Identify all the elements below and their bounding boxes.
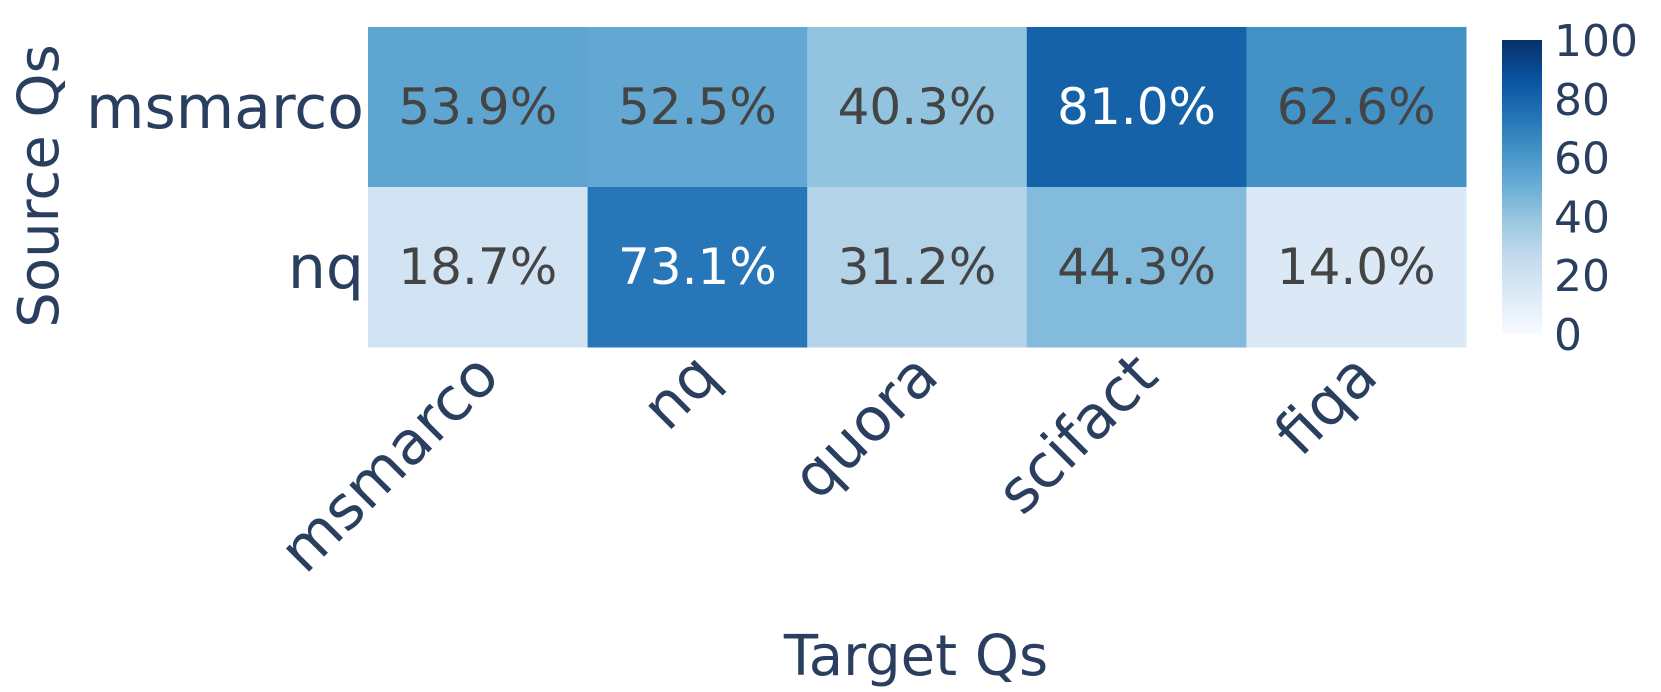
colorbar-tick-label: 40: [1554, 192, 1610, 243]
heatmap-cell-label: 52.5%: [618, 78, 777, 136]
x-tick-label: scifact: [984, 340, 1172, 528]
heatmap-cell-label: 14.0%: [1277, 238, 1436, 296]
y-axis-tick-labels: msmarco nq: [86, 73, 364, 303]
heatmap-cell-label: 40.3%: [838, 78, 997, 136]
colorbar-tick-label: 100: [1554, 16, 1638, 67]
heatmap-cell-label: 53.9%: [398, 78, 557, 136]
colorbar-tick-label: 0: [1554, 310, 1582, 361]
heatmap-cell-label: 18.7%: [398, 238, 557, 296]
heatmap-cell-label: 81.0%: [1057, 78, 1216, 136]
heatmap-cell-label: 44.3%: [1057, 238, 1216, 296]
heatmap-cell-label: 31.2%: [838, 238, 997, 296]
y-tick-label: nq: [288, 233, 364, 303]
colorbar: [1502, 40, 1542, 334]
x-tick-label: fiqa: [1262, 340, 1391, 469]
heatmap-cells: [368, 27, 1467, 348]
colorbar-tick-label: 80: [1554, 75, 1610, 126]
heatmap-cell: [807, 187, 1028, 348]
x-tick-label: msmarco: [266, 340, 512, 586]
x-tick-label: quora: [779, 340, 952, 513]
heatmap-cell: [368, 27, 589, 188]
heatmap-cell-label: 62.6%: [1277, 78, 1436, 136]
heatmap-cell-labels: 53.9% 52.5% 40.3% 81.0% 62.6% 18.7% 73.1% 31.2%…: [398, 78, 1435, 296]
x-tick-label: nq: [629, 340, 732, 443]
heatmap-cell: [1246, 187, 1467, 348]
heatmap-cell: [807, 27, 1028, 188]
heatmap-cell: [1026, 187, 1247, 348]
heatmap-cell-label: 73.1%: [618, 238, 777, 296]
heatmap-cell: [587, 27, 808, 188]
heatmap-cell: [1246, 27, 1467, 188]
heatmap-cell: [1026, 27, 1247, 188]
y-tick-label: msmarco: [86, 73, 364, 143]
y-axis-title: Source Qs: [7, 44, 72, 327]
heatmap-cell: [368, 187, 589, 348]
x-axis-title: Target Qs: [783, 624, 1048, 689]
heatmap-cell: [587, 187, 808, 348]
colorbar-tick-label: 20: [1554, 251, 1610, 302]
colorbar-tick-label: 60: [1554, 134, 1610, 185]
x-axis-tick-labels: msmarco nq quora scifact fiqa: [266, 340, 1390, 586]
colorbar-tick-labels: 0 20 40 60 80 100: [1554, 16, 1638, 361]
